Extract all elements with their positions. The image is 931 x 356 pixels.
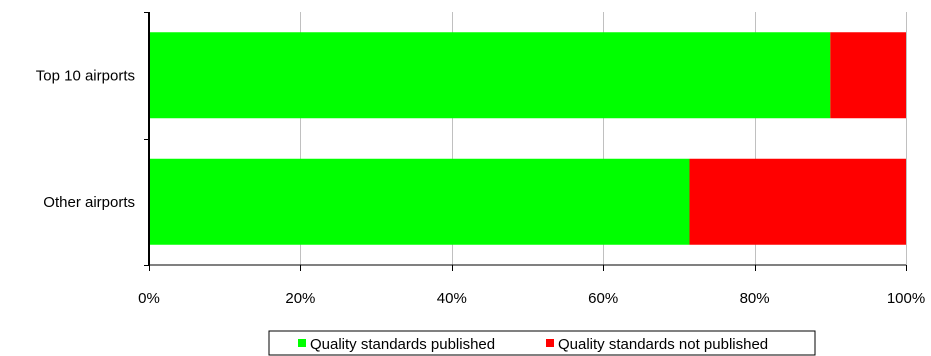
axes — [144, 12, 907, 271]
legend: Quality standards published Quality stand… — [268, 330, 816, 356]
axis-labels: 0% 20% 40% 60% 80% 100% Top 10 airports Other a… — [36, 67, 925, 307]
x-tick-label: 60% — [588, 290, 618, 307]
legend-swatch — [298, 339, 306, 347]
legend-label: Quality standards published — [310, 336, 495, 353]
category-label: Top 10 airports — [36, 67, 135, 84]
x-tick-label: 40% — [437, 290, 467, 307]
bar-segment — [149, 158, 690, 245]
legend-box — [268, 330, 816, 356]
category-label: Other airports — [43, 194, 135, 211]
x-tick-label: 20% — [285, 290, 315, 307]
x-tick-label: 80% — [740, 290, 770, 307]
legend-swatch — [546, 339, 554, 347]
x-tick-label: 100% — [887, 290, 925, 307]
bars — [149, 32, 906, 245]
bar-segment — [830, 32, 906, 119]
bar-segment — [149, 32, 831, 119]
bar-segment — [689, 158, 906, 245]
legend-label: Quality standards not published — [558, 336, 768, 353]
x-tick-label: 0% — [138, 290, 160, 307]
